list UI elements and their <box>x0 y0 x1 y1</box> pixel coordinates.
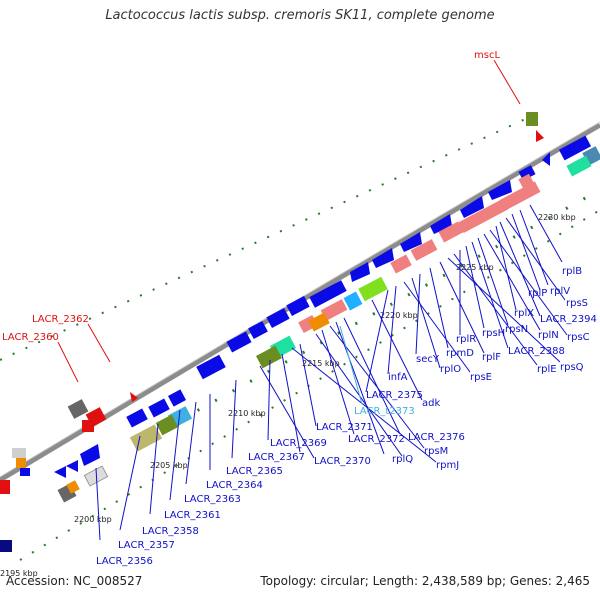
gene-label: rplF <box>482 352 501 363</box>
tick-label: 2220 kbp <box>380 311 418 320</box>
tick-label: 2200 kbp <box>74 515 112 524</box>
forward-genes <box>0 135 600 552</box>
gene-label: rplR <box>456 334 476 345</box>
label-leaders <box>95 204 568 541</box>
gene-label: infA <box>388 372 408 383</box>
gene-label: rpmD <box>446 348 474 359</box>
gene-label: LACR_2364 <box>206 480 263 491</box>
gene-label: rpsQ <box>560 362 584 373</box>
gene-label: rplP <box>528 288 547 299</box>
map-title: Lactococcus lactis subsp. cremoris SK11,… <box>105 8 495 23</box>
gene-label: rpmJ <box>436 460 459 471</box>
gene-label: LACR_2365 <box>226 466 283 477</box>
gene-label: LACR_2356 <box>96 556 153 567</box>
gene-label: LACR_2388 <box>508 346 565 357</box>
tick-label: 2215 kbp <box>302 359 340 368</box>
topology-text: Topology: circular; Length: 2,438,589 bp… <box>260 574 590 588</box>
gene-label: rpsN <box>505 324 528 335</box>
gene-label: LACR_t2373 <box>354 406 415 417</box>
gene-label: rpsC <box>567 332 590 343</box>
gene-label: LACR_2371 <box>316 422 373 433</box>
accession-text: Accession: NC_008527 <box>6 574 143 588</box>
tick-label: 2195 kbp <box>0 569 38 578</box>
gene-label: rplB <box>562 266 582 277</box>
kbp-scale: 2230 kbp 2225 kbp 2220 kbp 2215 kbp 2210… <box>0 213 576 578</box>
tick-label: 2225 kbp <box>456 263 494 272</box>
gene-label: secY <box>416 354 440 365</box>
gene-label: LACR_2369 <box>270 438 327 449</box>
gene-label: LACR_2360 <box>2 332 59 343</box>
gene-label: LACR_2362 <box>32 314 89 325</box>
tick-label: 2230 kbp <box>538 213 576 222</box>
tick-label: 2205 kbp <box>150 461 188 470</box>
gene-label: LACR_2375 <box>366 390 423 401</box>
trna-leader <box>339 325 363 405</box>
gene-label: rplN <box>538 330 559 341</box>
gene-label: rpsE <box>470 372 492 383</box>
gene-label: LACR_2376 <box>408 432 465 443</box>
gene-labels: rplB rplV rplP rpsS LACR_2394 rplX rpsC … <box>2 50 597 567</box>
gene-label: rplX <box>514 308 534 319</box>
gene-label: LACR_2367 <box>248 452 305 463</box>
gene-label: LACR_2363 <box>184 494 241 505</box>
reverse-genes <box>12 112 592 503</box>
gc-track <box>0 109 600 561</box>
gene-label: rplV <box>550 286 570 297</box>
gene-label: rpsS <box>566 298 588 309</box>
gene-label: adk <box>422 398 440 409</box>
gene-label: rpsH <box>482 328 505 339</box>
gene-label: LACR_2358 <box>142 526 199 537</box>
gene-label: rplO <box>440 364 461 375</box>
gene-label: mscL <box>474 50 500 61</box>
gene-label: LACR_2370 <box>314 456 371 467</box>
highlight-leaders <box>57 59 521 383</box>
gene-label: LACR_2361 <box>164 510 221 521</box>
gene-label: rplE <box>537 364 557 375</box>
gene-label: LACR_2357 <box>118 540 175 551</box>
gene-label: LACR_2394 <box>540 314 597 325</box>
gene-label: rplQ <box>392 454 413 465</box>
gene-label: LACR_2372 <box>348 434 405 445</box>
gene-label: rpsM <box>424 446 448 457</box>
tick-label: 2210 kbp <box>228 409 266 418</box>
